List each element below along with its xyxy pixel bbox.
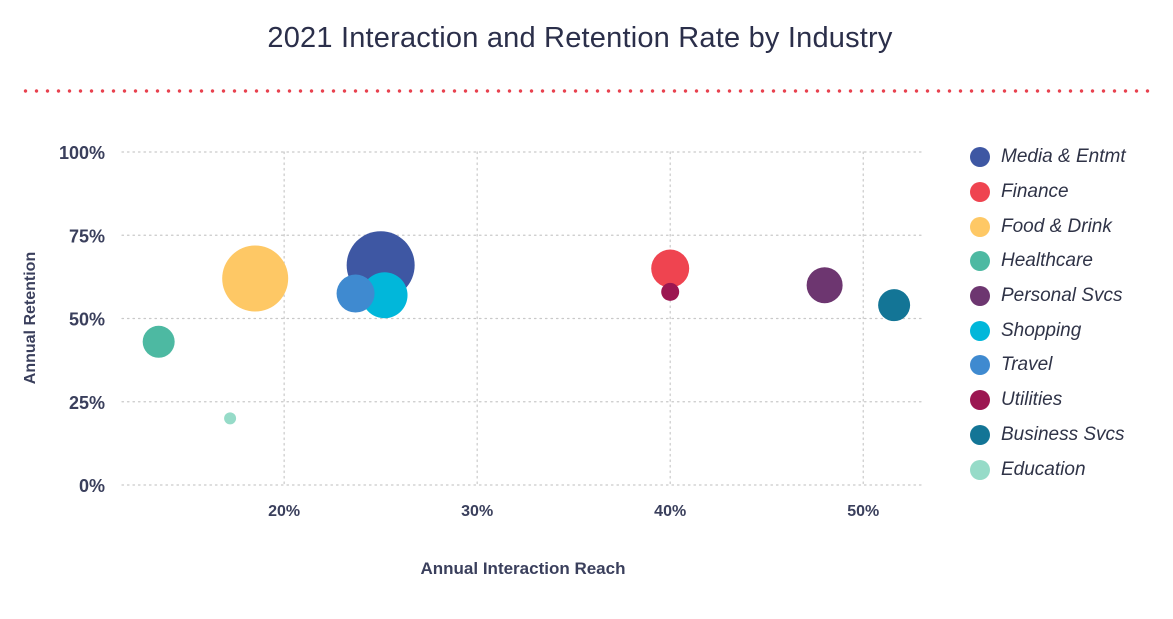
legend-swatch [970, 459, 990, 480]
bubble-food-drink [222, 245, 289, 312]
x-tick-label: 30% [461, 503, 493, 520]
legend-swatch [970, 320, 990, 341]
bubble-personal-svcs [806, 267, 843, 304]
legend-item: Healthcare [970, 244, 1126, 279]
legend-label: Food & Drink [1001, 215, 1112, 237]
legend-label: Business Svcs [1001, 423, 1125, 445]
legend-swatch [970, 424, 990, 445]
x-tick-label: 20% [268, 503, 300, 520]
legend-swatch [970, 182, 990, 203]
legend-swatch [970, 147, 990, 168]
legend-item: Media & Entmt [970, 140, 1126, 175]
y-tick-label: 25% [69, 393, 105, 413]
y-tick-label: 0% [79, 476, 105, 496]
x-tick-label: 40% [654, 503, 686, 520]
legend-label: Personal Svcs [1001, 285, 1123, 307]
x-axis-label: Annual Interaction Reach [421, 559, 626, 578]
bubble-shopping [361, 272, 408, 319]
y-tick-label: 75% [69, 226, 105, 246]
legend-item: Business Svcs [970, 418, 1126, 453]
legend-item: Travel [970, 348, 1126, 383]
legend-label: Travel [1001, 354, 1053, 376]
legend-label: Education [1001, 458, 1086, 480]
legend-label: Healthcare [1001, 250, 1093, 272]
bubble-travel [336, 274, 375, 313]
chart-title: 2021 Interaction and Retention Rate by I… [267, 22, 893, 54]
legend-item: Personal Svcs [970, 279, 1126, 314]
bubble-finance [651, 249, 690, 288]
title-divider [20, 89, 1150, 93]
legend-label: Shopping [1001, 319, 1082, 341]
legend-swatch [970, 355, 990, 376]
legend-swatch [970, 251, 990, 272]
legend-item: Shopping [970, 313, 1126, 348]
legend: Media & Entmt Finance Food & Drink Healthca… [970, 140, 1126, 487]
legend-item: Utilities [970, 383, 1126, 418]
legend-label: Utilities [1001, 389, 1063, 411]
bubble-healthcare [142, 325, 175, 358]
legend-swatch [970, 286, 990, 307]
legend-swatch [970, 390, 990, 411]
legend-item: Food & Drink [970, 209, 1126, 244]
x-tick-label: 50% [847, 503, 879, 520]
y-tick-label: 50% [69, 310, 105, 330]
legend-swatch [970, 216, 990, 237]
legend-item: Education [970, 452, 1126, 487]
legend-item: Finance [970, 175, 1126, 210]
bubble-utilities [661, 282, 680, 301]
bubble-business-svcs [878, 289, 911, 322]
legend-label: Media & Entmt [1001, 146, 1126, 168]
y-axis-label: Annual Retention [22, 252, 39, 384]
legend-label: Finance [1001, 181, 1069, 203]
bubble-education [224, 412, 237, 425]
y-tick-label: 100% [59, 143, 105, 163]
